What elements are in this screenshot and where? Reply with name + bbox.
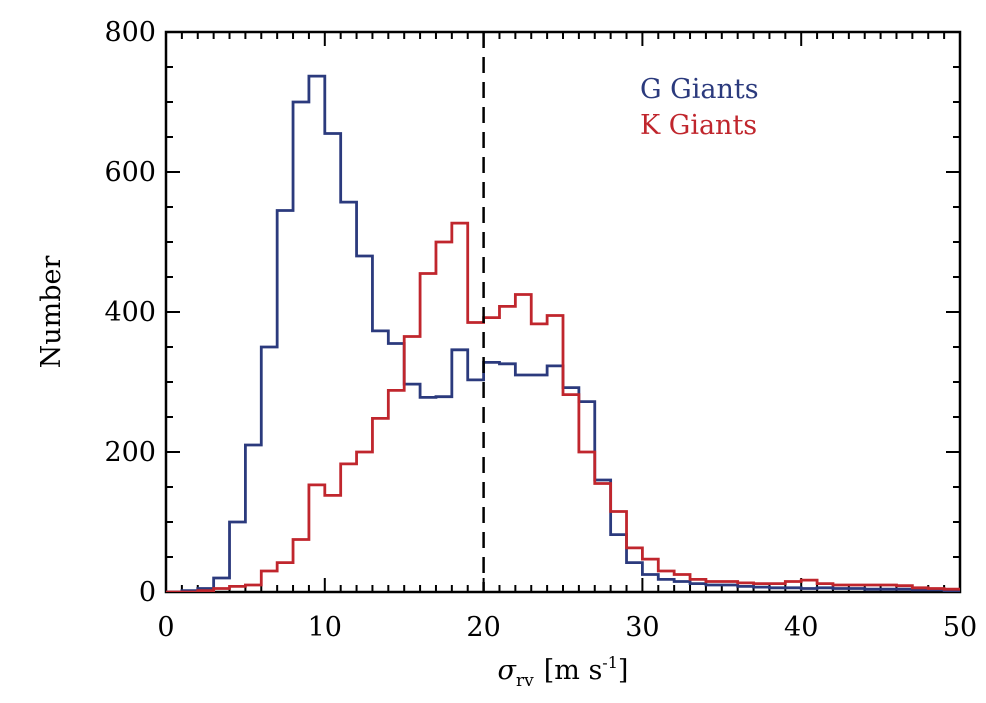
legend: G Giants K Giants <box>640 74 759 141</box>
y-axis-title: Number <box>36 256 67 369</box>
x-tick-label: 20 <box>466 612 500 643</box>
y-tick-label: 600 <box>104 157 156 188</box>
legend-label-k-giants: K Giants <box>640 110 757 141</box>
x-axis-units-open: [m s <box>544 655 603 686</box>
series-layer <box>166 74 960 592</box>
x-tick-label: 40 <box>784 612 818 643</box>
x-axis-subscript: rv <box>516 671 534 691</box>
y-tick-label: 0 <box>139 577 156 608</box>
x-axis-units-close: ] <box>618 655 629 686</box>
legend-label-g-giants: G Giants <box>640 74 759 105</box>
y-tick-label: 800 <box>104 17 156 48</box>
series-k-giants <box>166 221 960 592</box>
x-tick-label: 10 <box>308 612 342 643</box>
y-tick-label: 400 <box>104 297 156 328</box>
y-tick-labels: 0 200 400 600 800 <box>104 17 156 608</box>
x-tick-label: 0 <box>157 612 174 643</box>
x-tick-label: 30 <box>625 612 659 643</box>
x-tick-label: 50 <box>943 612 977 643</box>
plot-frame <box>164 30 962 594</box>
x-axis-symbol: σ <box>498 655 518 686</box>
x-tick-labels: 0 10 20 30 40 50 <box>157 612 977 643</box>
y-tick-label: 200 <box>104 437 156 468</box>
series-g-giants <box>166 74 960 592</box>
x-axis-title: σrv [m s-1] <box>498 653 629 691</box>
axis-ticks <box>165 31 961 593</box>
x-axis-units-sup: -1 <box>602 653 618 672</box>
